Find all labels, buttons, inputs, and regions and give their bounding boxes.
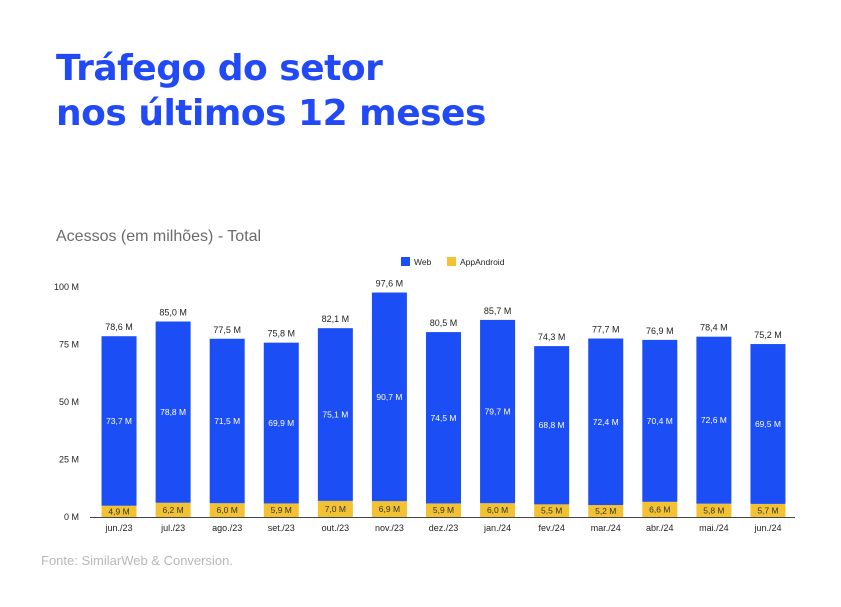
total-value-label: 78,4 M (700, 323, 728, 333)
web-value-label: 90,7 M (376, 392, 402, 402)
legend-label-appandroid: AppAndroid (460, 257, 505, 267)
bar-appandroid (317, 500, 353, 517)
bar-web (750, 344, 786, 504)
total-value-label: 77,5 M (213, 325, 241, 335)
legend-label-web: Web (414, 257, 432, 267)
web-value-label: 72,4 M (593, 417, 619, 427)
bar-web (480, 319, 516, 504)
x-tick-label: jun./24 (753, 523, 781, 533)
app-value-label: 6,9 M (379, 504, 400, 514)
total-value-label: 85,7 M (484, 306, 512, 316)
total-value-label: 75,8 M (268, 329, 296, 339)
total-value-label: 82,1 M (322, 314, 350, 324)
web-value-label: 70,4 M (647, 416, 673, 426)
x-tick-label: ago./23 (212, 523, 242, 533)
app-value-label: 6,6 M (649, 504, 670, 514)
x-tick-label: jan./24 (483, 523, 511, 533)
bar-web (588, 338, 624, 506)
source-note: Fonte: SimilarWeb & Conversion. (41, 553, 233, 568)
app-value-label: 5,9 M (271, 505, 292, 515)
x-tick-label: fev./24 (538, 523, 564, 533)
y-tick-label: 25 M (59, 455, 79, 465)
bar-web (696, 336, 732, 504)
app-value-label: 5,8 M (703, 505, 724, 515)
web-value-label: 75,1 M (322, 410, 348, 420)
bar-web (534, 346, 570, 505)
app-value-label: 4,9 M (108, 506, 129, 516)
total-value-label: 78,6 M (105, 322, 133, 332)
x-tick-label: nov./23 (375, 523, 404, 533)
bar-appandroid (642, 501, 678, 517)
bar-appandroid (696, 503, 732, 517)
x-tick-label: mai./24 (699, 523, 729, 533)
app-value-label: 6,0 M (487, 505, 508, 515)
bar-appandroid (534, 504, 570, 517)
app-value-label: 5,2 M (595, 506, 616, 516)
bar-appandroid (263, 503, 299, 517)
title-line-1: Tráfego do setor (56, 48, 383, 89)
legend-swatch-web (401, 257, 410, 266)
chart-subtitle: Acessos (em milhões) - Total (56, 228, 262, 245)
page-title: Tráfego do setor nos últimos 12 meses (56, 46, 486, 136)
legend-swatch-appandroid (447, 257, 456, 266)
bar-web (642, 339, 678, 502)
x-tick-label: dez./23 (429, 523, 459, 533)
bar-appandroid (101, 505, 137, 517)
x-tick-label: jul./23 (160, 523, 185, 533)
bar-web (263, 342, 299, 504)
total-value-label: 74,3 M (538, 332, 566, 342)
y-tick-label: 75 M (59, 340, 79, 350)
bar-web (155, 321, 191, 503)
total-value-label: 97,6 M (376, 279, 404, 289)
bar-web (317, 328, 353, 501)
web-value-label: 68,8 M (539, 420, 565, 430)
web-value-label: 71,5 M (214, 416, 240, 426)
total-value-label: 77,7 M (592, 325, 620, 335)
bar-web (209, 338, 245, 504)
web-value-label: 73,7 M (106, 416, 132, 426)
x-tick-label: jun./23 (105, 523, 133, 533)
bar-web (371, 292, 407, 502)
web-value-label: 69,9 M (268, 418, 294, 428)
app-value-label: 5,7 M (757, 505, 778, 515)
total-value-label: 76,9 M (646, 326, 674, 336)
web-value-label: 79,7 M (485, 407, 511, 417)
total-value-label: 75,2 M (754, 330, 782, 340)
bar-appandroid (480, 503, 516, 517)
y-tick-label: 0 M (64, 512, 79, 522)
bar-appandroid (750, 503, 786, 517)
web-value-label: 74,5 M (431, 413, 457, 423)
x-tick-label: abr./24 (646, 523, 674, 533)
bar-web (426, 332, 461, 504)
bar-appandroid (209, 503, 245, 517)
app-value-label: 5,5 M (541, 506, 562, 516)
app-value-label: 6,2 M (162, 505, 183, 515)
bar-appandroid (588, 505, 624, 517)
bar-web (101, 336, 137, 506)
web-value-label: 69,5 M (755, 419, 781, 429)
total-value-label: 85,0 M (159, 308, 187, 318)
x-tick-label: out./23 (322, 523, 350, 533)
y-tick-label: 100 M (54, 282, 79, 292)
web-value-label: 78,8 M (160, 407, 186, 417)
x-tick-label: mar./24 (591, 523, 621, 533)
bar-appandroid (155, 502, 191, 517)
app-value-label: 5,9 M (433, 505, 454, 515)
app-value-label: 6,0 M (217, 505, 238, 515)
web-value-label: 72,6 M (701, 415, 727, 425)
total-value-label: 80,5 M (430, 318, 458, 328)
bar-appandroid (371, 501, 407, 517)
x-tick-label: set./23 (268, 523, 295, 533)
bar-appandroid (426, 503, 461, 517)
y-tick-label: 50 M (59, 397, 79, 407)
app-value-label: 7,0 M (325, 504, 346, 514)
title-line-2: nos últimos 12 meses (56, 93, 486, 134)
